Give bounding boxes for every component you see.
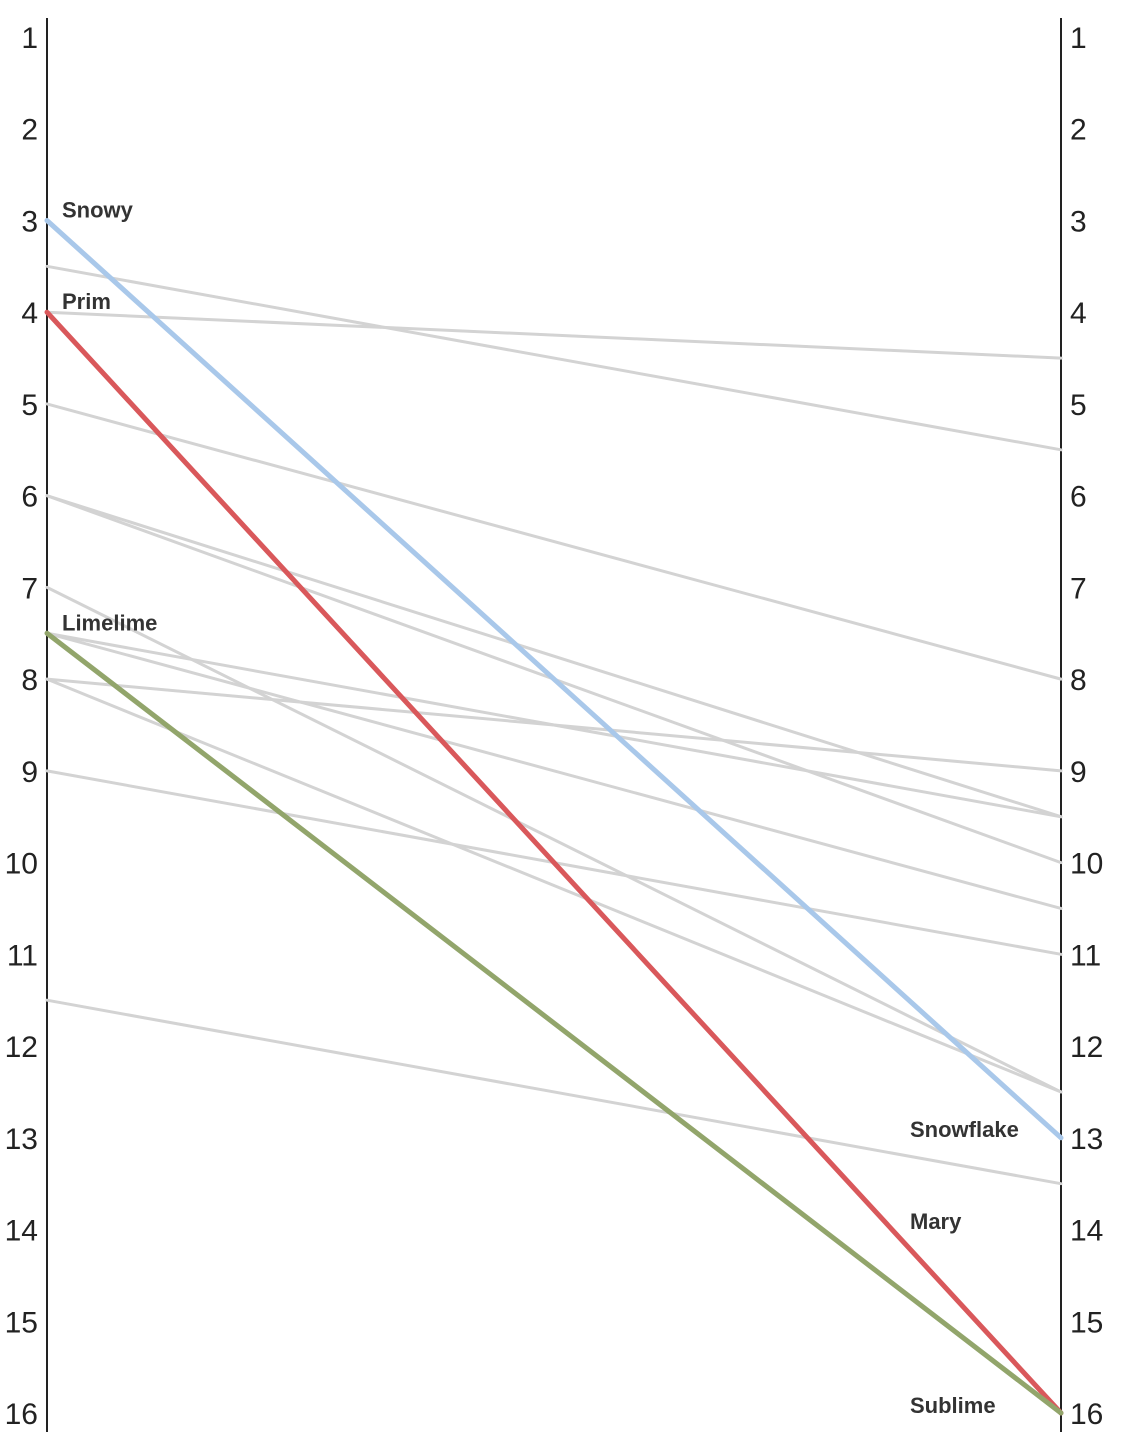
right-tick-label: 4 xyxy=(1070,297,1087,330)
left-tick-label: 11 xyxy=(7,939,38,972)
right-tick-label: 1 xyxy=(1070,22,1087,55)
left-tick-label: 9 xyxy=(21,756,38,789)
left-tick-label: 15 xyxy=(5,1306,38,1339)
series-line xyxy=(45,998,1063,1186)
right-series-label: Snowflake xyxy=(910,1117,1019,1142)
left-tick-label: 3 xyxy=(21,205,38,238)
left-series-label: Snowy xyxy=(62,197,134,222)
right-tick-label: 16 xyxy=(1070,1398,1103,1431)
right-tick-label: 11 xyxy=(1070,939,1101,972)
left-tick-label: 8 xyxy=(21,664,38,697)
series-line xyxy=(45,264,1063,452)
right-tick-label: 10 xyxy=(1070,848,1103,881)
series-line xyxy=(45,310,1063,360)
right-series-label: Mary xyxy=(910,1209,962,1234)
left-tick-label: 2 xyxy=(21,114,38,147)
right-tick-label: 7 xyxy=(1070,572,1087,605)
right-tick-label: 5 xyxy=(1070,389,1087,422)
left-tick-label: 5 xyxy=(21,389,38,422)
right-tick-label: 15 xyxy=(1070,1306,1103,1339)
left-series-label: Limelime xyxy=(62,610,157,635)
left-tick-label: 10 xyxy=(5,848,38,881)
right-tick-label: 12 xyxy=(1070,1031,1103,1064)
right-tick-label: 9 xyxy=(1070,756,1087,789)
left-tick-label: 16 xyxy=(5,1398,38,1431)
left-tick-label: 4 xyxy=(21,297,38,330)
series-line xyxy=(45,631,1063,910)
left-series-label: Prim xyxy=(62,289,111,314)
right-series-label: Sublime xyxy=(910,1393,996,1418)
left-tick-label: 13 xyxy=(5,1123,38,1156)
left-tick-label: 6 xyxy=(21,481,38,514)
series-line xyxy=(45,402,1063,681)
left-tick-label: 7 xyxy=(21,572,38,605)
right-tick-label: 2 xyxy=(1070,114,1087,147)
left-tick-label: 12 xyxy=(5,1031,38,1064)
highlight-series-line xyxy=(44,217,1064,1141)
left-tick-label: 1 xyxy=(21,22,38,55)
left-tick-label: 14 xyxy=(5,1215,38,1248)
right-tick-label: 14 xyxy=(1070,1215,1103,1248)
series-line xyxy=(45,494,1063,819)
highlight-series-line xyxy=(44,630,1064,1416)
right-tick-label: 8 xyxy=(1070,664,1087,697)
right-tick-label: 6 xyxy=(1070,481,1087,514)
highlight-series-line xyxy=(44,309,1064,1416)
series-line xyxy=(45,677,1063,773)
right-tick-label: 13 xyxy=(1070,1123,1103,1156)
series-line xyxy=(45,677,1063,1094)
series-line xyxy=(45,585,1063,1094)
right-tick-label: 3 xyxy=(1070,205,1087,238)
